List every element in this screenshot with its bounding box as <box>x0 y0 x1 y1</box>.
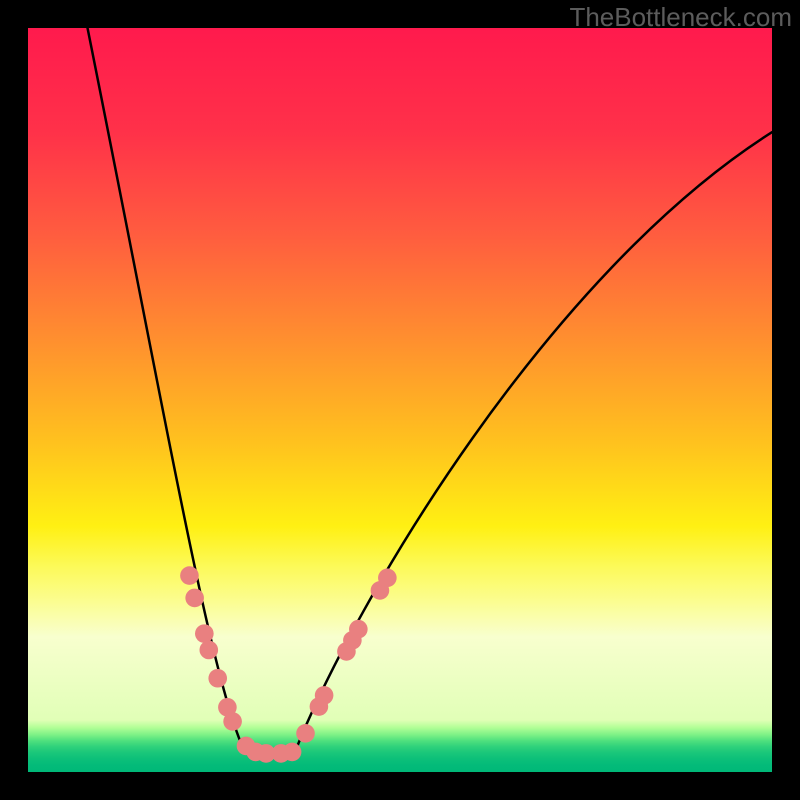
marker-point <box>223 712 242 731</box>
marker-point <box>195 624 214 643</box>
marker-point <box>349 620 368 639</box>
marker-point <box>315 686 334 705</box>
marker-point <box>208 669 227 688</box>
marker-point <box>185 589 204 608</box>
marker-point <box>199 641 218 660</box>
marker-point <box>378 569 397 588</box>
chart-overlay <box>28 28 772 772</box>
marker-point <box>180 566 199 585</box>
marker-point <box>296 724 315 743</box>
chart-frame: TheBottleneck.com <box>0 0 800 800</box>
plot-area <box>28 28 772 772</box>
marker-point <box>283 743 302 762</box>
bottleneck-curve <box>88 28 772 751</box>
